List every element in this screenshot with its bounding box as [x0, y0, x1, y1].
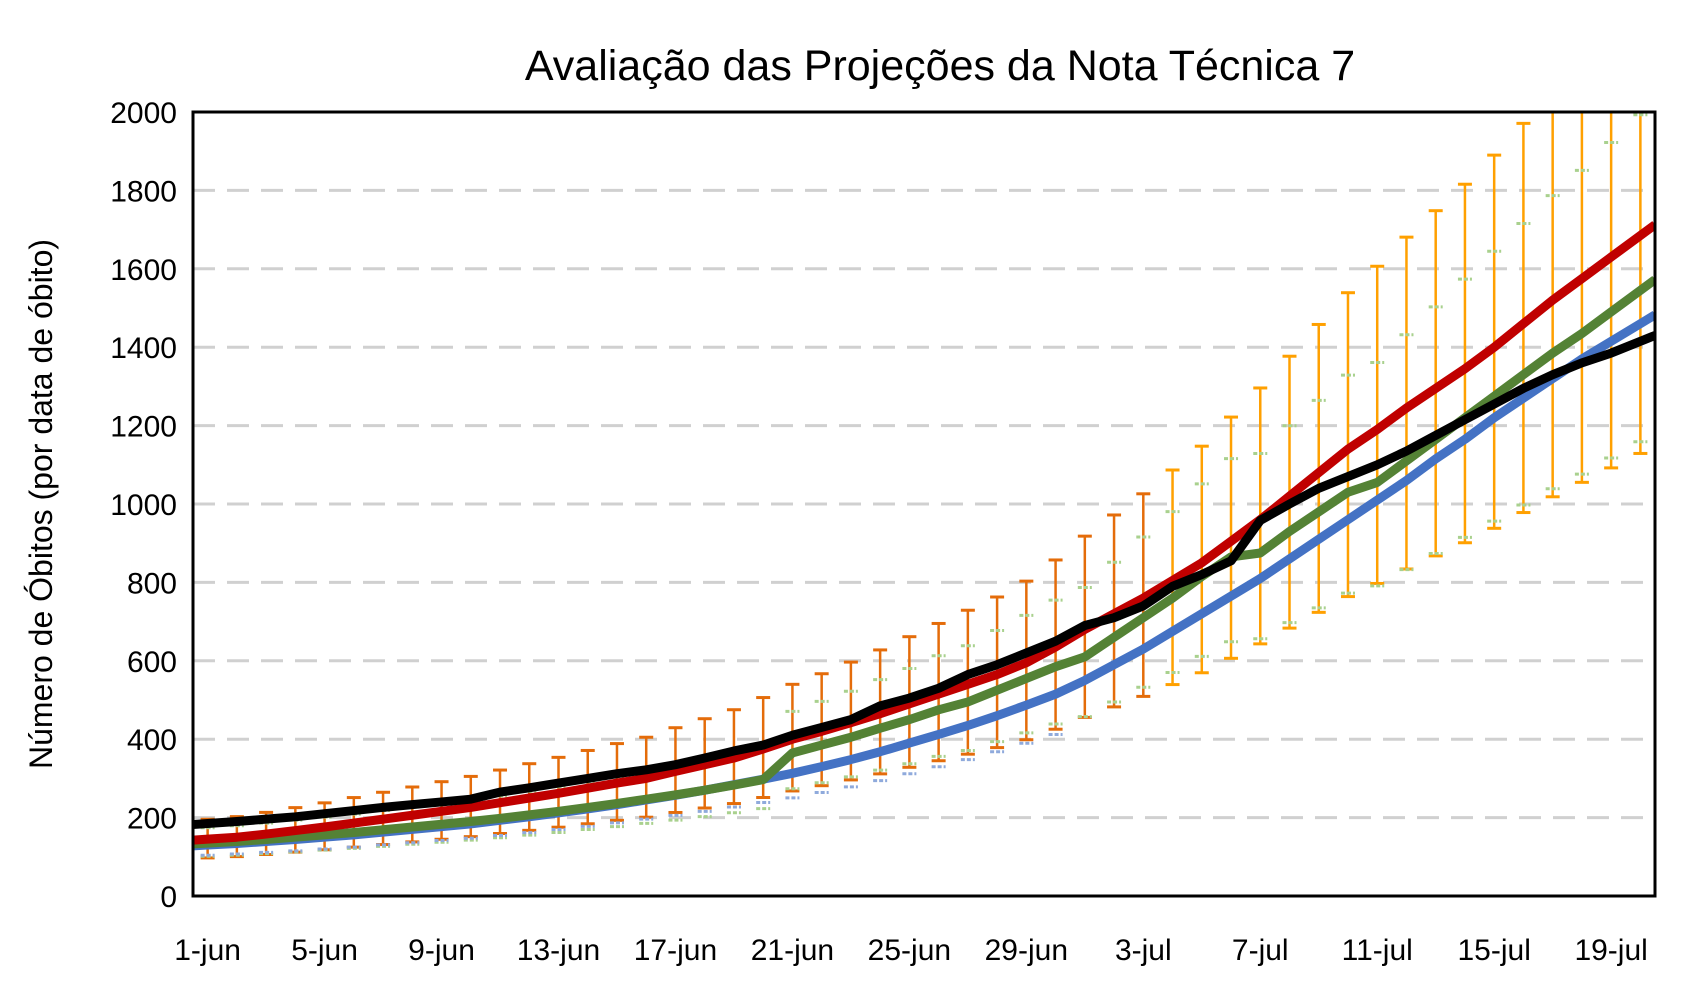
- x-tick-label: 29-jun: [985, 934, 1068, 967]
- x-tick-label: 3-jul: [1115, 934, 1172, 967]
- x-tick-labels: 1-jun 5-jun 9-jun 13-jun 17-jun 21-jun 25-jun 2…: [174, 934, 1648, 967]
- x-tick-label: 9-jun: [408, 934, 475, 967]
- y-tick-label: 1200: [110, 411, 177, 444]
- y-axis-label: Número de Óbitos (por data de óbito): [23, 239, 59, 769]
- plot-frame: [191, 110, 1657, 898]
- y-tick-label: 1400: [110, 332, 177, 365]
- y-tick-label: 1600: [110, 254, 177, 287]
- x-tick-label: 21-jun: [751, 934, 834, 967]
- y-tick-label: 1800: [110, 175, 177, 208]
- x-tick-label: 17-jun: [634, 934, 717, 967]
- series-line-green: [193, 275, 1655, 849]
- y-tick-label: 400: [127, 724, 177, 757]
- x-tick-label: 13-jun: [517, 934, 600, 967]
- series-lines: [193, 221, 1655, 851]
- x-tick-label: 15-jul: [1457, 934, 1530, 967]
- series-line-black: [193, 331, 1655, 829]
- error-bars: [200, 112, 1648, 860]
- y-tick-label: 0: [160, 881, 177, 914]
- y-tick-label: 600: [127, 646, 177, 679]
- y-tick-label: 1000: [110, 489, 177, 522]
- series-line-red: [193, 221, 1655, 845]
- x-tick-label: 5-jun: [291, 934, 358, 967]
- y-tick-label: 800: [127, 567, 177, 600]
- x-tick-label: 1-jun: [174, 934, 241, 967]
- y-tick-label: 2000: [110, 97, 177, 130]
- y-tick-label: 200: [127, 803, 177, 836]
- x-tick-label: 11-jul: [1342, 934, 1413, 967]
- chart-title: Avaliação das Projeções da Nota Técnica …: [525, 42, 1355, 90]
- y-tick-labels: 0 200 400 600 800 1000 1200 1400 1600 1800 2000: [110, 97, 177, 914]
- x-tick-label: 25-jun: [868, 934, 951, 967]
- x-tick-label: 7-jul: [1232, 934, 1289, 967]
- x-tick-label: 19-jul: [1574, 934, 1647, 967]
